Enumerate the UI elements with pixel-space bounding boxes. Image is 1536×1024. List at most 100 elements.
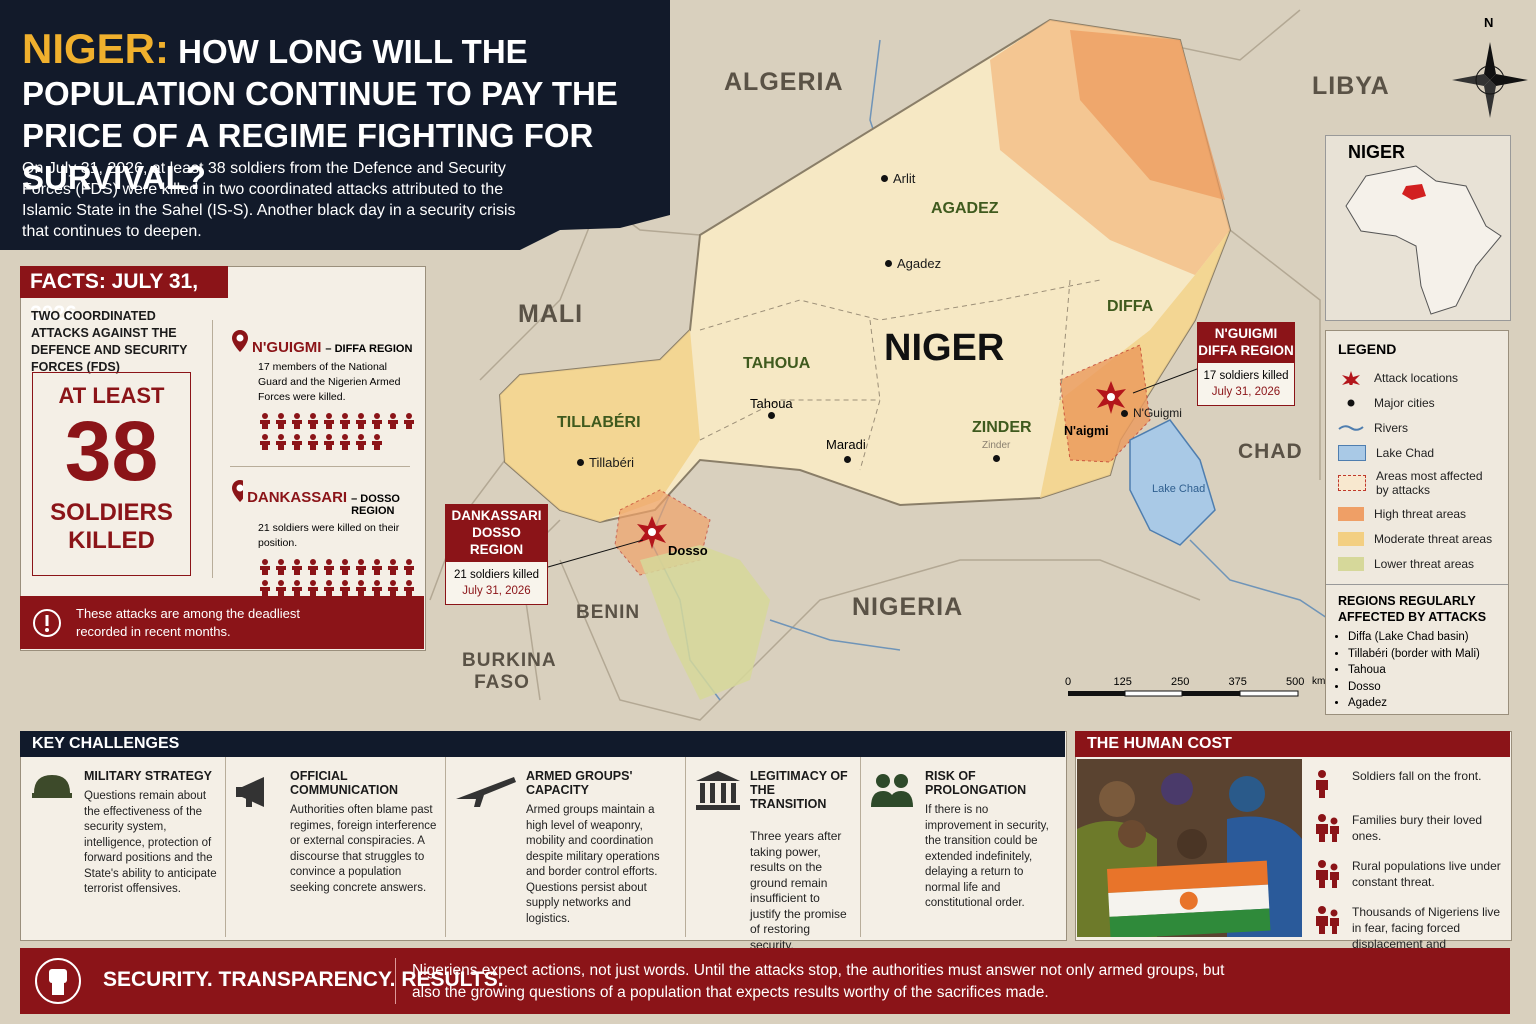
soldier-icon — [292, 413, 302, 429]
icon-body — [1316, 824, 1328, 842]
soldier-icon — [324, 580, 334, 596]
country-label: MALI — [518, 300, 584, 328]
legend-label: Moderate threat areas — [1374, 531, 1493, 546]
icon-body — [1330, 826, 1339, 842]
city-label: N'aigmi — [1064, 424, 1109, 438]
challenges-list: MILITARY STRATEGY Questions remain about … — [20, 757, 1065, 952]
icon-head — [358, 434, 364, 440]
callout-toll: 17 soldiers killed — [1203, 370, 1289, 382]
africa-outline — [1345, 165, 1502, 315]
country-label: BURKINA FASO — [462, 650, 557, 693]
icon-body — [308, 587, 318, 596]
icon-head — [278, 580, 284, 586]
challenge-text: Authorities often blame past regimes, fo… — [290, 804, 437, 894]
challenge-body: RISK OF PROLONGATION If there is no impro… — [925, 769, 1057, 925]
icon-shape — [876, 774, 890, 788]
attack-place: DANKASSARI — [247, 489, 348, 506]
soldier-icon — [276, 434, 286, 450]
affected-item: Dosso — [1348, 679, 1496, 696]
icon-head — [294, 559, 300, 565]
toll-prefix: AT LEAST — [58, 383, 165, 408]
challenge-title: OFFICIAL COMMUNICATION — [290, 769, 399, 797]
soldier-icon — [308, 580, 318, 596]
icon-head — [406, 559, 412, 565]
headline: NIGER: HOW LONG WILL THE POPULATION CONT… — [22, 28, 672, 199]
icon-head — [374, 434, 380, 440]
alert-icon — [33, 608, 61, 637]
icon-body — [372, 441, 382, 450]
legend-item: Attack locations — [1338, 365, 1496, 390]
toll-line: SOLDIERS — [50, 499, 173, 526]
icon-body — [356, 566, 366, 575]
footer-text: Nigeriens expect actions, not just words… — [412, 962, 1225, 1001]
icon-head — [326, 580, 332, 586]
footer: SECURITY. TRANSPARENCY. RESULTS. Nigerie… — [20, 948, 1510, 1014]
divider — [212, 320, 213, 578]
icon-head — [278, 559, 284, 565]
icon-body — [308, 420, 318, 429]
note-text: These attacks are among the deadliest re… — [76, 605, 301, 639]
inset-title: NIGER — [1348, 142, 1406, 162]
challenge-item: RISK OF PROLONGATION If there is no impro… — [860, 757, 1065, 937]
soldier-icon — [356, 434, 366, 450]
icon-body — [388, 566, 398, 575]
legend-label: High threat areas — [1374, 506, 1467, 521]
icon-body — [404, 587, 414, 596]
icon-head — [262, 580, 268, 586]
attack-text: 21 soldiers were killed on their positio… — [258, 522, 400, 549]
affected-item: Diffa (Lake Chad basin) — [1348, 629, 1496, 646]
legend-label: Rivers — [1374, 420, 1409, 435]
soldier-icon — [340, 434, 350, 450]
city-dot — [993, 455, 1000, 462]
icon-head — [1318, 814, 1326, 822]
attack-item: DANKASSARI – DOSSO REGION 21 soldiers wer… — [232, 480, 417, 601]
affected-item: Tillabéri (border with Mali) — [1348, 646, 1496, 663]
icon-body — [340, 587, 350, 596]
challenge-text: Questions remain about the effectiveness… — [84, 790, 217, 895]
soldier-icon — [356, 559, 366, 575]
challenge-icon — [871, 774, 913, 807]
soldier-icons — [258, 413, 418, 455]
callout-toll: 21 soldiers killed — [453, 569, 539, 581]
scale-bar: 0 125 250 375 500 km — [1060, 676, 1325, 692]
soldier-icon — [340, 413, 350, 429]
icon-body — [372, 566, 382, 575]
legend-title: LEGEND — [1338, 341, 1397, 357]
challenge-icon — [456, 777, 516, 807]
challenges-heading: KEY CHALLENGES — [20, 731, 1065, 757]
facts-note: These attacks are among the deadliest re… — [20, 596, 424, 649]
soldier-icon — [372, 559, 382, 575]
footer-slogan: SECURITY. TRANSPARENCY. RESULTS. — [103, 968, 504, 991]
icon-body — [292, 441, 302, 450]
toll-number: 38 — [64, 404, 159, 498]
icon-head — [310, 580, 316, 586]
human-cost-icon — [1316, 906, 1339, 934]
icon-shape — [721, 783, 726, 803]
icon-head — [342, 434, 348, 440]
legend-label: Attack locations — [1374, 370, 1459, 385]
city: Agadez — [885, 256, 941, 271]
mourning-photo — [1077, 759, 1302, 937]
soldier-icon — [356, 413, 366, 429]
challenge-title: LEGITIMACY OF THE TRANSITION — [750, 769, 848, 811]
human-cost-text: Rural populations live under constant th… — [1352, 859, 1501, 889]
icon-head — [294, 434, 300, 440]
lake-label: Lake Chad — [1152, 483, 1206, 495]
soldier-icon — [308, 559, 318, 575]
challenge-title: MILITARY STRATEGY — [84, 769, 213, 783]
icon-head — [390, 559, 396, 565]
icon-head — [342, 559, 348, 565]
soldier-icon — [324, 434, 334, 450]
soldier-icon — [260, 559, 270, 575]
soldier-icon — [292, 580, 302, 596]
icon-head — [294, 413, 300, 419]
icon-head — [390, 580, 396, 586]
icon-shape — [456, 777, 516, 807]
icon-body — [1316, 916, 1328, 934]
icon-shape — [236, 787, 244, 797]
legend-label: Major cities — [1374, 395, 1435, 410]
icon-shape — [696, 771, 740, 781]
callout-region: DIFFA REGION — [1198, 343, 1294, 358]
challenge-text: Armed groups maintain a high level of we… — [526, 804, 660, 925]
icon-body — [276, 420, 286, 429]
